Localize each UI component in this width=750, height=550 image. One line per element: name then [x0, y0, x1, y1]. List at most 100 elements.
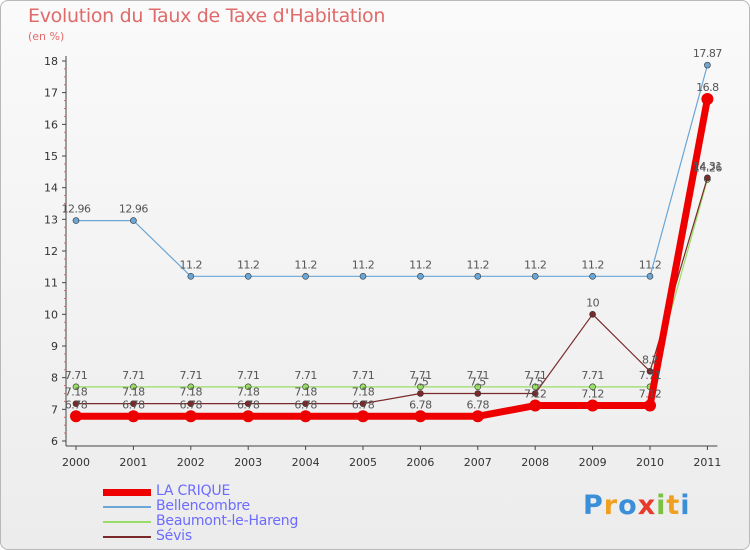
- data-label: 11.2: [524, 258, 547, 271]
- data-label: 14.26: [693, 161, 722, 174]
- data-label: 12.96: [119, 203, 148, 216]
- data-label: 7.71: [294, 369, 317, 382]
- data-point: [359, 273, 367, 280]
- data-label: 7.12: [581, 388, 604, 401]
- data-point: [127, 410, 140, 423]
- data-label: 11.2: [352, 258, 375, 271]
- data-point: [187, 273, 195, 280]
- data-point: [531, 390, 539, 397]
- data-point: [701, 93, 714, 105]
- legend-label: Sévis: [156, 528, 192, 544]
- x-tick-label: 2010: [636, 456, 664, 469]
- y-tick-label: 18: [44, 55, 58, 68]
- series-line: [76, 98, 711, 420]
- data-label: 6.78: [409, 398, 432, 411]
- data-label: 7.71: [237, 369, 260, 382]
- series-line: [76, 64, 708, 277]
- proxiti-logo: Proxiti: [583, 490, 691, 521]
- data-point: [589, 383, 596, 391]
- data-point: [130, 217, 137, 224]
- data-point: [474, 390, 482, 397]
- y-tick-label: 10: [44, 308, 58, 321]
- data-point: [589, 311, 596, 318]
- data-point: [359, 400, 367, 407]
- data-label: 16.8: [696, 81, 719, 94]
- data-label: 6.78: [237, 398, 260, 411]
- data-label: 7.71: [122, 369, 145, 382]
- chart-title: Evolution du Taux de Taxe d'Habitation: [28, 5, 386, 27]
- data-point: [414, 410, 427, 423]
- x-tick-label: 2009: [579, 456, 607, 469]
- data-label: 12.96: [62, 203, 91, 216]
- data-label: 11.2: [581, 258, 604, 271]
- data-label: 7.18: [180, 386, 203, 399]
- logo-letter: i: [680, 490, 691, 521]
- data-point: [302, 400, 309, 407]
- series-line: [76, 177, 708, 405]
- data-label: 7.5: [527, 376, 543, 389]
- legend-label: LA CRIQUE: [156, 483, 231, 499]
- data-label: 6.78: [467, 398, 490, 411]
- data-label: 11.2: [409, 258, 432, 271]
- legend-swatch: [103, 536, 151, 538]
- data-point: [704, 174, 711, 182]
- data-label: 7.5: [412, 376, 428, 389]
- data-label: 7.71: [639, 369, 662, 382]
- data-point: [644, 399, 656, 412]
- data-point: [70, 410, 82, 423]
- legend-swatch: [103, 488, 151, 496]
- data-point: [302, 383, 309, 391]
- y-unit-label: (en %): [28, 30, 65, 43]
- data-label: 10: [586, 296, 599, 309]
- data-label: 17.87: [693, 47, 722, 60]
- data-label: 7.12: [524, 388, 547, 401]
- data-label: 7.71: [352, 369, 375, 382]
- data-point: [586, 399, 599, 412]
- logo-letter: i: [656, 490, 667, 521]
- y-tick-label: 14: [44, 182, 58, 195]
- data-point: [417, 273, 424, 280]
- data-point: [302, 273, 309, 280]
- legend-label: Bellencombre: [156, 498, 250, 514]
- data-label: 7.12: [639, 388, 662, 401]
- data-label: 7.71: [467, 369, 490, 382]
- data-point: [244, 383, 252, 391]
- logo-letter: P: [583, 490, 604, 521]
- x-tick-label: 2000: [62, 456, 90, 469]
- data-label: 6.78: [65, 398, 88, 411]
- data-label: 14.31: [693, 160, 722, 173]
- x-tick-label: 2005: [349, 456, 377, 469]
- data-point: [242, 410, 255, 423]
- logo-letter: x: [637, 490, 657, 521]
- data-label: 7.71: [581, 369, 604, 382]
- y-tick-label: 17: [44, 87, 58, 100]
- data-point: [417, 390, 424, 397]
- data-point: [704, 61, 711, 69]
- y-tick-label: 11: [44, 277, 58, 290]
- y-tick-label: 8: [51, 372, 58, 385]
- data-point: [474, 383, 482, 391]
- data-point: [72, 217, 80, 224]
- data-point: [187, 400, 195, 407]
- data-point: [72, 400, 80, 407]
- data-point: [589, 273, 596, 280]
- y-tick-label: 7: [51, 403, 58, 416]
- data-point: [244, 273, 252, 280]
- x-tick-label: 2002: [177, 456, 205, 469]
- data-label: 7.71: [409, 369, 432, 382]
- data-label: 6.78: [180, 398, 203, 411]
- x-tick-label: 2011: [693, 456, 721, 469]
- logo-letter: o: [618, 490, 638, 521]
- x-tick-label: 2007: [464, 456, 492, 469]
- data-point: [357, 410, 369, 423]
- x-tick-label: 2004: [292, 456, 320, 469]
- data-label: 11.2: [639, 258, 662, 271]
- data-label: 7.18: [65, 386, 88, 399]
- y-tick-label: 6: [51, 435, 58, 448]
- series-line: [76, 179, 708, 388]
- data-label: 11.2: [294, 258, 317, 271]
- data-point: [474, 273, 482, 280]
- y-tick-label: 15: [44, 150, 58, 163]
